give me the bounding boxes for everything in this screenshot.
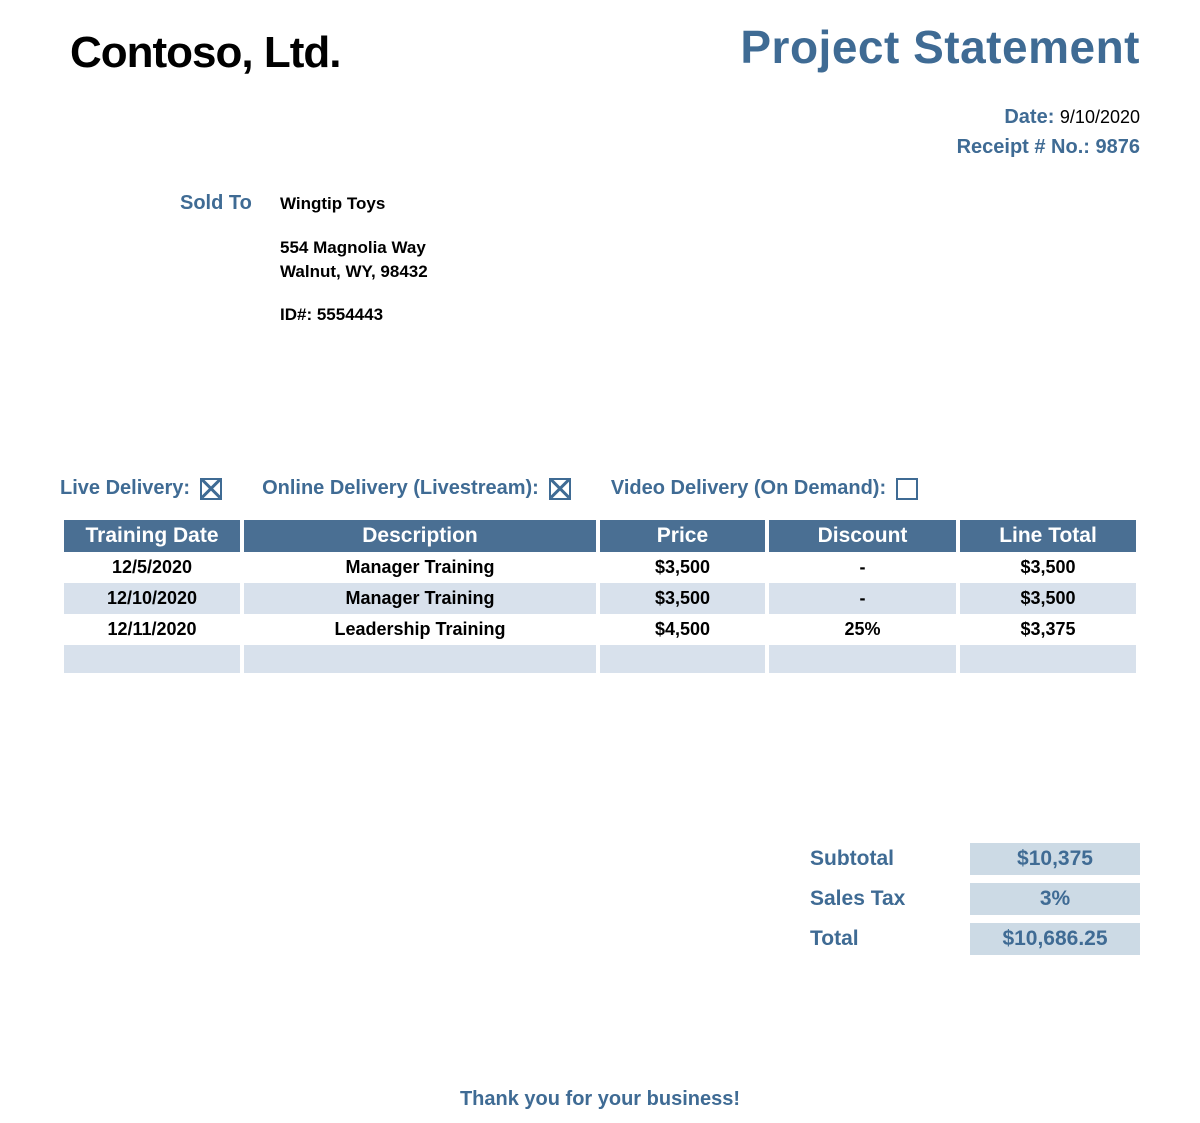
subtotal-label: Subtotal (810, 847, 970, 871)
date-label: Date: (1004, 106, 1054, 128)
table-header-row: Training Date Description Price Discount… (64, 520, 1136, 552)
tax-value: 3% (970, 883, 1140, 915)
table-row-empty (64, 645, 1136, 673)
checkbox-live-icon[interactable] (200, 478, 222, 500)
sold-to-address2: Walnut, WY, 98432 (280, 260, 428, 284)
sold-to-section: Sold To Wingtip Toys 554 Magnolia Way Wa… (180, 192, 1140, 327)
statement-title: Project Statement (740, 20, 1140, 74)
cell-discount: - (769, 552, 956, 583)
date-value: 9/10/2020 (1060, 107, 1140, 127)
sold-to-label: Sold To (180, 192, 260, 327)
cell-price: $3,500 (600, 583, 765, 614)
cell-discount: - (769, 583, 956, 614)
cell-date: 12/10/2020 (64, 583, 240, 614)
col-header-total: Line Total (960, 520, 1136, 552)
checkbox-online-icon[interactable] (549, 478, 571, 500)
delivery-online: Online Delivery (Livestream): (262, 477, 571, 500)
thank-you-footer: Thank you for your business! (0, 1088, 1200, 1111)
table-row: 12/11/2020 Leadership Training $4,500 25… (64, 614, 1136, 645)
col-header-price: Price (600, 520, 765, 552)
tax-label: Sales Tax (810, 887, 970, 911)
delivery-video-label: Video Delivery (On Demand): (611, 477, 886, 500)
cell-description: Leadership Training (244, 614, 596, 645)
total-value: $10,686.25 (970, 923, 1140, 955)
sold-to-address1: 554 Magnolia Way (280, 236, 428, 260)
receipt-row: Receipt # No.: 9876 (60, 132, 1140, 162)
col-header-discount: Discount (769, 520, 956, 552)
subtotal-row: Subtotal $10,375 (810, 843, 1140, 875)
cell-description: Manager Training (244, 552, 596, 583)
col-header-description: Description (244, 520, 596, 552)
cell-date: 12/11/2020 (64, 614, 240, 645)
sold-to-id: ID#: 5554443 (280, 303, 428, 327)
col-header-date: Training Date (64, 520, 240, 552)
cell-price: $3,500 (600, 552, 765, 583)
total-row: Total $10,686.25 (810, 923, 1140, 955)
cell-discount: 25% (769, 614, 956, 645)
delivery-video: Video Delivery (On Demand): (611, 477, 918, 500)
table-row: 12/10/2020 Manager Training $3,500 - $3,… (64, 583, 1136, 614)
cell-description: Manager Training (244, 583, 596, 614)
cell-total: $3,500 (960, 583, 1136, 614)
cell-total: $3,500 (960, 552, 1136, 583)
receipt-value: 9876 (1096, 136, 1141, 158)
sold-to-name: Wingtip Toys (280, 192, 428, 216)
totals-block: Subtotal $10,375 Sales Tax 3% Total $10,… (60, 843, 1140, 955)
receipt-label: Receipt # No.: (957, 136, 1090, 158)
line-items-table: Training Date Description Price Discount… (60, 520, 1140, 673)
cell-date: 12/5/2020 (64, 552, 240, 583)
checkbox-video-icon[interactable] (896, 478, 918, 500)
date-row: Date: 9/10/2020 (60, 102, 1140, 132)
sold-to-body: Wingtip Toys 554 Magnolia Way Walnut, WY… (280, 192, 428, 327)
delivery-online-label: Online Delivery (Livestream): (262, 477, 539, 500)
subtotal-value: $10,375 (970, 843, 1140, 875)
total-label: Total (810, 927, 970, 951)
cell-price: $4,500 (600, 614, 765, 645)
header: Contoso, Ltd. Project Statement (60, 20, 1140, 78)
cell-total: $3,375 (960, 614, 1136, 645)
meta-block: Date: 9/10/2020 Receipt # No.: 9876 (60, 102, 1140, 162)
company-name: Contoso, Ltd. (70, 28, 341, 78)
delivery-row: Live Delivery: Online Delivery (Livestre… (60, 477, 1140, 500)
delivery-live-label: Live Delivery: (60, 477, 190, 500)
table-row: 12/5/2020 Manager Training $3,500 - $3,5… (64, 552, 1136, 583)
delivery-live: Live Delivery: (60, 477, 222, 500)
tax-row: Sales Tax 3% (810, 883, 1140, 915)
